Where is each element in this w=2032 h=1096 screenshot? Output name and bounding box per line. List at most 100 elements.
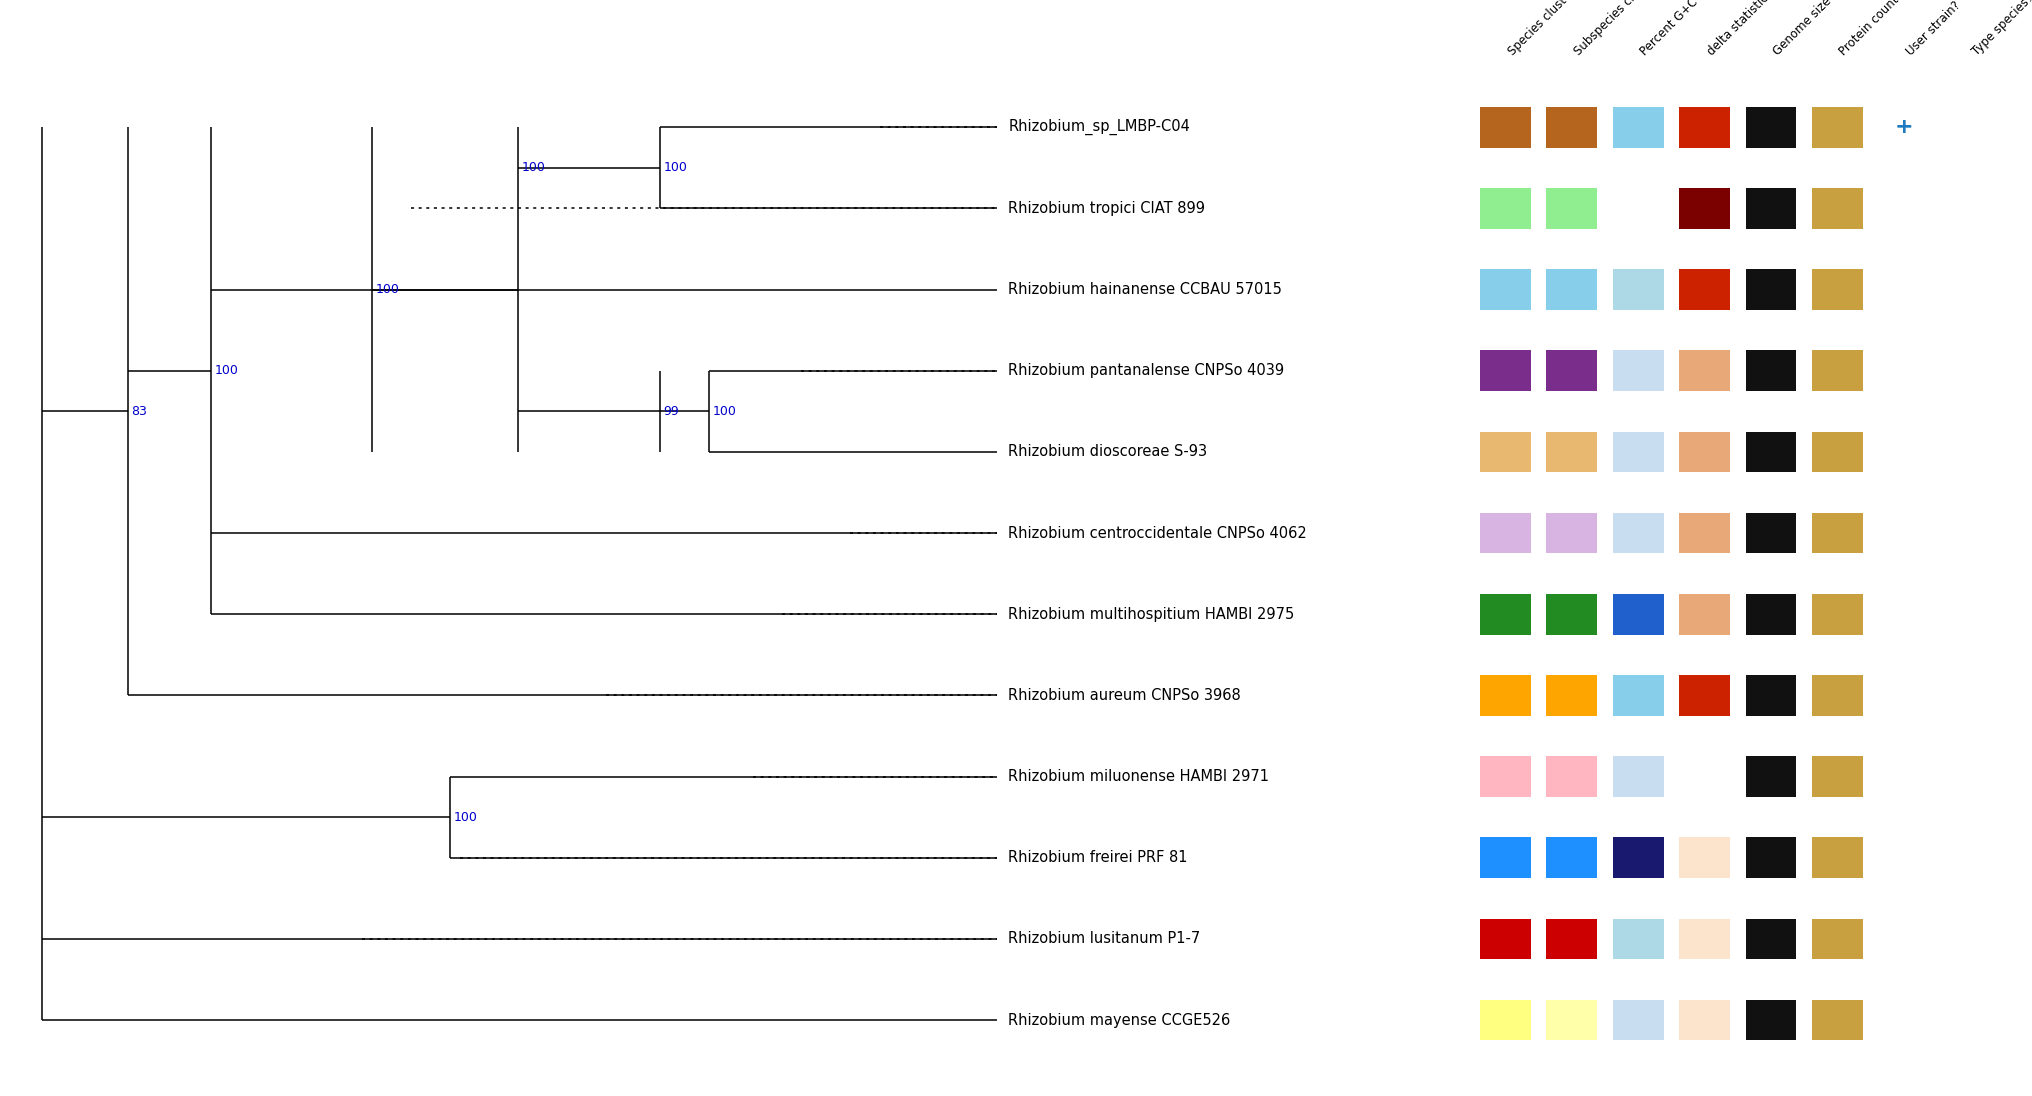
Bar: [1678, 189, 1729, 229]
Text: Rhizobium aureum CNPSo 3968: Rhizobium aureum CNPSo 3968: [1008, 688, 1242, 703]
Text: Protein count: Protein count: [1837, 0, 1902, 58]
Bar: [1479, 756, 1530, 797]
Bar: [1613, 918, 1664, 959]
Text: 100: 100: [664, 161, 687, 174]
Bar: [1678, 432, 1729, 472]
Bar: [1613, 107, 1664, 148]
Bar: [1613, 513, 1664, 553]
Bar: [1479, 107, 1530, 148]
Bar: [1813, 351, 1863, 391]
Text: Rhizobium_sp_LMBP-C04: Rhizobium_sp_LMBP-C04: [1008, 119, 1191, 135]
Bar: [1813, 270, 1863, 310]
Bar: [1678, 1000, 1729, 1040]
Text: Rhizobium mayense CCGE526: Rhizobium mayense CCGE526: [1008, 1013, 1231, 1028]
Bar: [1546, 351, 1597, 391]
Bar: [1678, 513, 1729, 553]
Bar: [1813, 107, 1863, 148]
Bar: [1479, 918, 1530, 959]
Bar: [1546, 513, 1597, 553]
Bar: [1546, 918, 1597, 959]
Text: delta statistics: delta statistics: [1705, 0, 1776, 58]
Text: Percent G+C: Percent G+C: [1638, 0, 1701, 58]
Bar: [1813, 189, 1863, 229]
Bar: [1613, 351, 1664, 391]
Bar: [1678, 756, 1729, 797]
Bar: [1546, 756, 1597, 797]
Text: 100: 100: [215, 364, 238, 377]
Text: 100: 100: [453, 811, 478, 824]
Text: Rhizobium lusitanum P1-7: Rhizobium lusitanum P1-7: [1008, 932, 1201, 947]
Text: 100: 100: [522, 161, 547, 174]
Bar: [1813, 594, 1863, 635]
Bar: [1546, 1000, 1597, 1040]
Text: User strain?: User strain?: [1904, 0, 1963, 58]
Bar: [1678, 270, 1729, 310]
Bar: [1745, 756, 1796, 797]
Bar: [1678, 351, 1729, 391]
Bar: [1613, 594, 1664, 635]
Bar: [1479, 837, 1530, 878]
Text: Type species?: Type species?: [1971, 0, 2032, 58]
Text: Rhizobium hainanense CCBAU 57015: Rhizobium hainanense CCBAU 57015: [1008, 282, 1282, 297]
Bar: [1745, 594, 1796, 635]
Bar: [1613, 675, 1664, 716]
Text: 99: 99: [664, 404, 679, 418]
Bar: [1546, 837, 1597, 878]
Bar: [1546, 189, 1597, 229]
Bar: [1813, 513, 1863, 553]
Bar: [1613, 432, 1664, 472]
Text: Rhizobium miluonense HAMBI 2971: Rhizobium miluonense HAMBI 2971: [1008, 769, 1270, 784]
Bar: [1546, 432, 1597, 472]
Text: Rhizobium pantanalense CNPSo 4039: Rhizobium pantanalense CNPSo 4039: [1008, 363, 1284, 378]
Bar: [1479, 594, 1530, 635]
Bar: [1745, 513, 1796, 553]
Text: Rhizobium centroccidentale CNPSo 4062: Rhizobium centroccidentale CNPSo 4062: [1008, 526, 1307, 540]
Bar: [1745, 351, 1796, 391]
Text: Rhizobium multihospitium HAMBI 2975: Rhizobium multihospitium HAMBI 2975: [1008, 607, 1294, 621]
Bar: [1813, 837, 1863, 878]
Bar: [1613, 1000, 1664, 1040]
Text: 100: 100: [376, 283, 400, 296]
Bar: [1745, 107, 1796, 148]
Bar: [1678, 107, 1729, 148]
Text: Genome size (in bp): Genome size (in bp): [1772, 0, 1863, 58]
Bar: [1813, 675, 1863, 716]
Bar: [1678, 837, 1729, 878]
Bar: [1613, 756, 1664, 797]
Text: Species cluster: Species cluster: [1506, 0, 1577, 58]
Bar: [1613, 270, 1664, 310]
Bar: [1745, 1000, 1796, 1040]
Bar: [1745, 918, 1796, 959]
Bar: [1479, 270, 1530, 310]
Text: Subspecies cluster: Subspecies cluster: [1571, 0, 1658, 58]
Text: 100: 100: [713, 404, 736, 418]
Bar: [1479, 1000, 1530, 1040]
Bar: [1745, 189, 1796, 229]
Text: Rhizobium dioscoreae S-93: Rhizobium dioscoreae S-93: [1008, 444, 1207, 459]
Text: Rhizobium freirei PRF 81: Rhizobium freirei PRF 81: [1008, 850, 1189, 865]
Bar: [1678, 675, 1729, 716]
Text: Rhizobium tropici CIAT 899: Rhizobium tropici CIAT 899: [1008, 201, 1205, 216]
Bar: [1479, 189, 1530, 229]
Bar: [1813, 432, 1863, 472]
Bar: [1813, 1000, 1863, 1040]
Bar: [1745, 675, 1796, 716]
Bar: [1745, 270, 1796, 310]
Bar: [1745, 432, 1796, 472]
Bar: [1613, 837, 1664, 878]
Bar: [1546, 675, 1597, 716]
Bar: [1813, 918, 1863, 959]
Bar: [1479, 513, 1530, 553]
Bar: [1745, 837, 1796, 878]
Bar: [1479, 675, 1530, 716]
Bar: [1813, 756, 1863, 797]
Text: +: +: [1894, 117, 1912, 137]
Bar: [1479, 432, 1530, 472]
Bar: [1479, 351, 1530, 391]
Bar: [1678, 594, 1729, 635]
Text: 83: 83: [132, 404, 148, 418]
Bar: [1678, 918, 1729, 959]
Bar: [1546, 107, 1597, 148]
Bar: [1546, 594, 1597, 635]
Bar: [1546, 270, 1597, 310]
